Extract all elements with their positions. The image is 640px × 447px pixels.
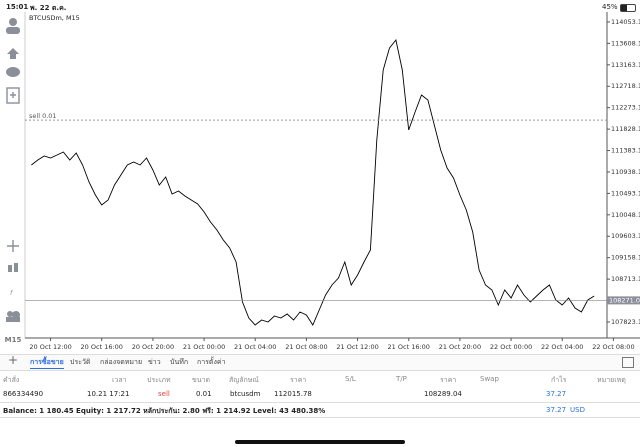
y-tick-label: 113608.10 bbox=[611, 39, 640, 47]
column-header: ราคา bbox=[290, 376, 307, 384]
x-tick-label: 21 Oct 20:00 bbox=[439, 343, 481, 351]
y-tick-label: 111383.10 bbox=[611, 147, 640, 155]
column-header: กำไร bbox=[551, 376, 567, 384]
price-line bbox=[31, 38, 595, 326]
column-header: ขนาด bbox=[192, 376, 211, 384]
order-symbol: btcusdm bbox=[230, 390, 261, 398]
toolbar-icons: f bbox=[6, 18, 20, 322]
column-header: ราคา bbox=[440, 376, 457, 384]
column-header: เวลา bbox=[112, 376, 127, 384]
tab-bar bbox=[0, 354, 640, 371]
order-time: 10.21 17:21 bbox=[87, 390, 130, 398]
y-tick-label: 113163.10 bbox=[611, 61, 640, 69]
total-profit: 37.27 bbox=[546, 406, 567, 414]
column-header: T/P bbox=[396, 375, 407, 383]
x-tick-label: 21 Oct 04:00 bbox=[234, 343, 276, 351]
current-price: 108271.04 bbox=[609, 296, 640, 304]
summary: Balance: 1 180.45 Equity: 1 217.72 หลักป… bbox=[3, 407, 326, 415]
left-toolbar: f M15 bbox=[5, 18, 22, 344]
battery-icon bbox=[620, 4, 636, 12]
layout-icon[interactable] bbox=[622, 357, 634, 368]
order-ticket: 866334490 bbox=[3, 390, 44, 398]
timeframe: M15 bbox=[5, 336, 22, 344]
column-header: คำสั่ง bbox=[3, 376, 20, 384]
order-profit: 37.27 bbox=[546, 390, 567, 398]
x-tick-label: 21 Oct 00:00 bbox=[183, 343, 225, 351]
x-tick-label: 22 Oct 04:00 bbox=[541, 343, 583, 351]
y-tick-label: 114053.10 bbox=[611, 18, 640, 26]
column-header: สัญลักษณ์ bbox=[229, 376, 259, 384]
order-line-label: sell 0.01 bbox=[29, 112, 57, 120]
tab[interactable]: กล่องจดหมาย bbox=[100, 358, 143, 366]
chart: BTCUSDm, M15 114053.10 113608.10 113163.10… bbox=[24, 12, 640, 351]
y-tick-label: 110938.10 bbox=[611, 168, 640, 176]
x-tick-label: 22 Oct 00:00 bbox=[490, 343, 532, 351]
summary-bar bbox=[0, 402, 640, 418]
order-current-price: 108289.04 bbox=[424, 390, 462, 398]
time: 15:01 bbox=[6, 3, 29, 11]
column-header: ประเภท bbox=[147, 376, 171, 384]
y-tick-label: 109158.10 bbox=[611, 254, 640, 262]
order-volume: 0.01 bbox=[196, 390, 212, 398]
home-indicator bbox=[235, 440, 405, 444]
tab[interactable]: ข่าว bbox=[148, 358, 161, 366]
x-tick-label: 21 Oct 08:00 bbox=[285, 343, 327, 351]
x-tick-label: 21 Oct 12:00 bbox=[336, 343, 378, 351]
y-tick-label: 111828.10 bbox=[611, 125, 640, 133]
tab[interactable]: ประวัติ bbox=[70, 358, 91, 366]
y-tick-label: 109603.10 bbox=[611, 232, 640, 240]
y-tick-label: 110048.10 bbox=[611, 211, 640, 219]
y-tick-label: 112718.10 bbox=[611, 82, 640, 90]
column-header: หมายเหตุ bbox=[597, 376, 626, 384]
tab[interactable]: บันทึก bbox=[170, 358, 189, 366]
date: พ. 22 ต.ค. bbox=[30, 4, 67, 12]
column-header: S/L bbox=[345, 375, 356, 383]
chart-title: BTCUSDm, M15 bbox=[29, 14, 80, 22]
order-type: sell bbox=[158, 390, 170, 398]
add-button[interactable]: + bbox=[8, 353, 19, 367]
y-tick-label: 110493.10 bbox=[611, 189, 640, 197]
tab[interactable]: การตั้งค่า bbox=[197, 358, 226, 366]
battery: 45% bbox=[602, 3, 618, 11]
x-tick-label: 20 Oct 12:00 bbox=[29, 343, 71, 351]
x-tick-label: 21 Oct 16:00 bbox=[388, 343, 430, 351]
x-tick-label: 20 Oct 16:00 bbox=[81, 343, 123, 351]
y-tick-label: 112273.10 bbox=[611, 104, 640, 112]
currency: USD bbox=[570, 406, 585, 414]
current-price-tag bbox=[607, 296, 640, 305]
y-tick-label: 108713.10 bbox=[611, 275, 640, 283]
column-header: Swap bbox=[480, 375, 499, 383]
order-price: 112015.78 bbox=[274, 390, 312, 398]
y-tick-label: 107823.10 bbox=[611, 318, 640, 326]
x-tick-label: 20 Oct 20:00 bbox=[132, 343, 174, 351]
x-tick-label: 22 Oct 08:00 bbox=[592, 343, 634, 351]
svg-text:f: f bbox=[10, 289, 14, 297]
tab[interactable]: การซื้อขาย bbox=[30, 357, 64, 369]
